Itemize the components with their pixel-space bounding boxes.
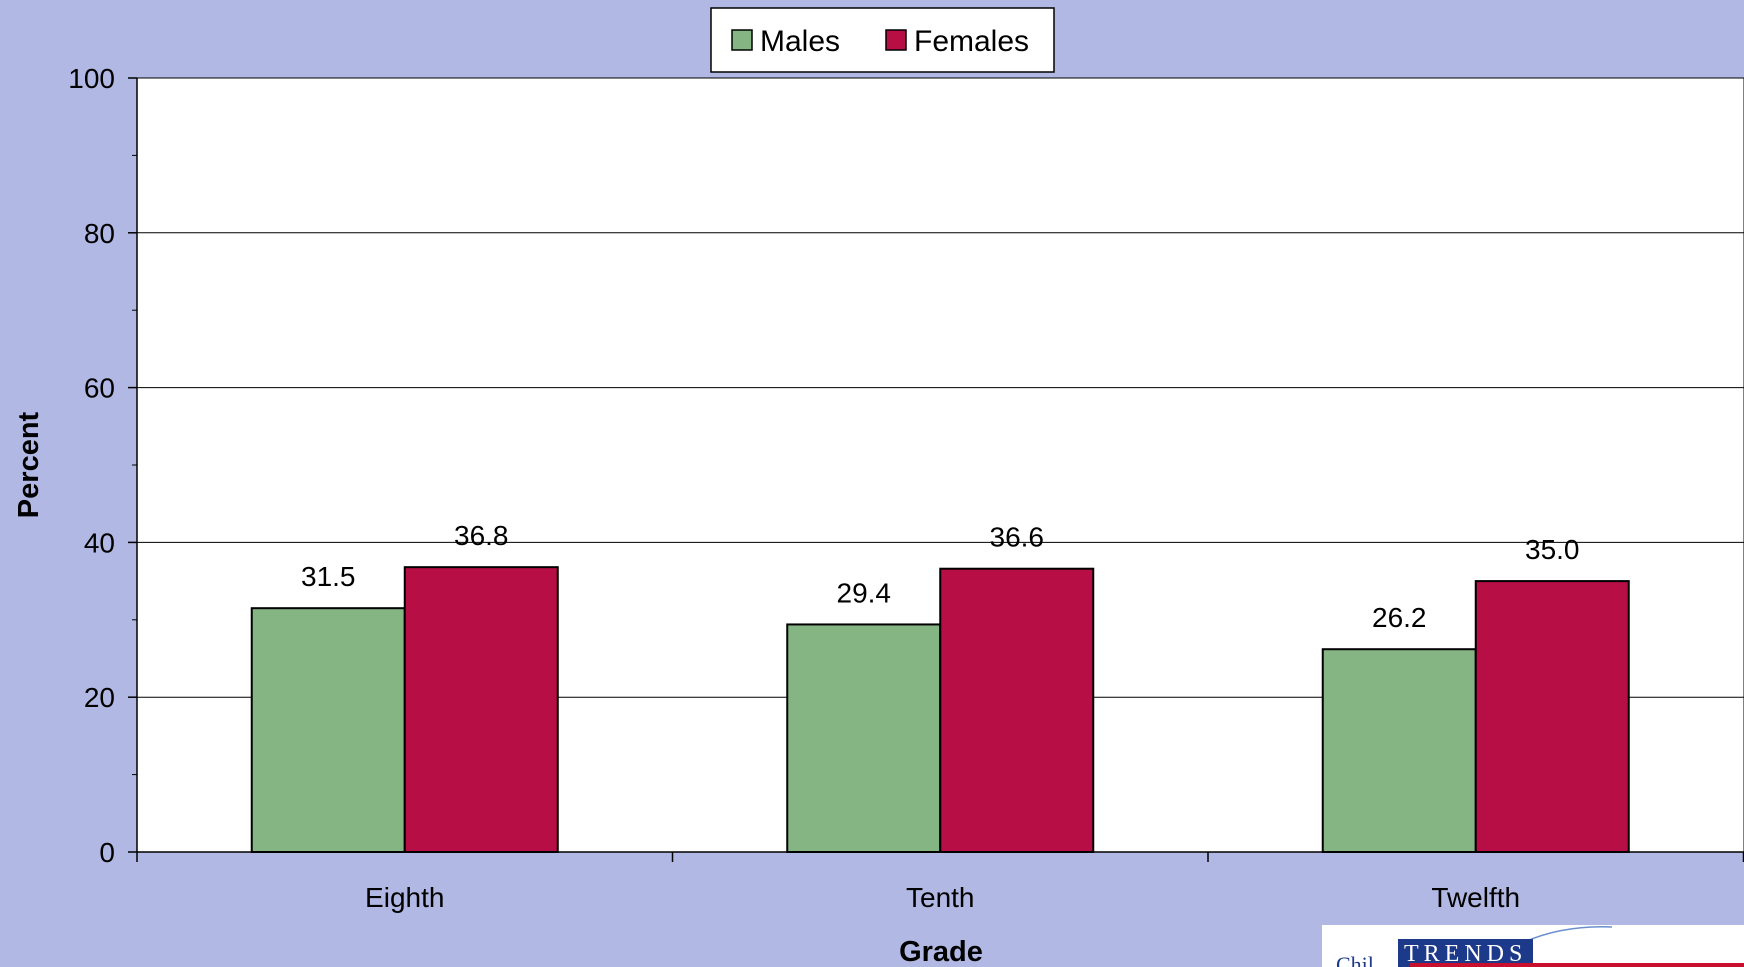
x-tick-label: Eighth (365, 882, 444, 913)
y-axis-title: Percent (13, 411, 45, 518)
logo-wordmark: TRENDS (1398, 939, 1534, 967)
bar-females (939, 567, 1095, 853)
y-tick-label: 100 (68, 63, 115, 94)
logo-swoosh-icon (1522, 926, 1612, 944)
data-label-females: 35.0 (1525, 534, 1580, 565)
legend-swatch-males (731, 29, 753, 51)
y-tick-label: 80 (84, 218, 115, 249)
data-labels: 31.5 36.8 29.4 36.6 26.2 35.0 (301, 520, 1580, 633)
x-tick-label: Tenth (906, 882, 975, 913)
logo-red-stripe (1410, 963, 1744, 967)
data-label-females: 36.8 (454, 520, 509, 551)
bar-males (250, 607, 406, 853)
x-axis-title: Grade (899, 936, 983, 967)
y-tick-label: 40 (84, 527, 115, 558)
bar-females (1474, 580, 1630, 853)
data-label-males: 26.2 (1372, 602, 1427, 633)
bars (250, 566, 1630, 854)
y-tick-label: 60 (84, 373, 115, 404)
legend: Males Females (710, 7, 1055, 73)
bar-females (403, 566, 559, 854)
data-label-males: 29.4 (837, 577, 892, 608)
y-tick-labels: 0 20 40 60 80 100 (68, 63, 115, 868)
legend-swatch-females (885, 29, 907, 51)
legend-box (710, 7, 1055, 73)
legend-label-males: Males (760, 25, 840, 58)
data-label-males: 31.5 (301, 561, 356, 592)
logo: Chil TRENDS (1322, 925, 1744, 967)
x-tick-label: Twelfth (1431, 882, 1520, 913)
legend-label-females: Females (914, 25, 1029, 58)
data-label-females: 36.6 (990, 522, 1045, 553)
bar-males (1321, 648, 1477, 853)
logo-prefix: Chil (1336, 952, 1374, 967)
axes (128, 77, 1744, 862)
y-tick-label: 0 (99, 837, 115, 868)
bar-males (786, 623, 942, 853)
x-tick-labels: Eighth Tenth Twelfth (365, 882, 1520, 913)
y-tick-label: 20 (84, 682, 115, 713)
